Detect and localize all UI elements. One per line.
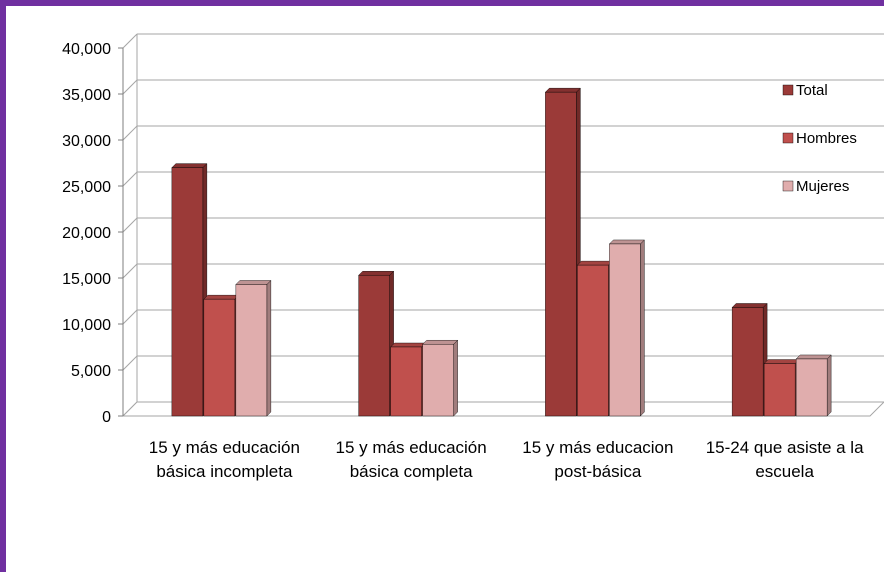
- bar-total: [358, 275, 390, 417]
- bar-hombres: [390, 346, 422, 417]
- bar-chart: 0 5,000 10,000 15,000 20,000 25,000 30,000 35,0…: [62, 33, 884, 481]
- bar-mujeres-side: [453, 339, 458, 417]
- bar-mujeres-side: [266, 279, 272, 417]
- bar-mujeres-top: [422, 340, 459, 345]
- bar-mujeres-side: [640, 239, 645, 417]
- y-tick-label: 30,000: [62, 133, 111, 150]
- legend-label-total: Total: [796, 82, 828, 99]
- legend-label-mujeres: Mujeres: [796, 178, 849, 195]
- category-label: básica completa: [350, 462, 473, 481]
- bar-hombres-top: [763, 359, 800, 364]
- gridline-side: [122, 125, 138, 141]
- bar-mujeres-top: [608, 239, 645, 245]
- category-label: escuela: [755, 462, 814, 481]
- y-tick-label: 20,000: [62, 225, 111, 242]
- y-tick-label: 15,000: [62, 271, 111, 288]
- bar-hombres-top: [203, 294, 240, 300]
- y-tick-label: 10,000: [62, 317, 111, 334]
- bar-mujeres-top: [795, 354, 832, 360]
- legend-swatch-total: [782, 84, 794, 96]
- gridline-side: [122, 309, 138, 325]
- y-tick-label: 35,000: [62, 87, 111, 104]
- bar-total: [731, 307, 764, 417]
- legend-label-hombres: Hombres: [796, 130, 857, 147]
- category-label: post-básica: [554, 462, 641, 481]
- bar-mujeres: [795, 358, 828, 417]
- bar-hombres: [203, 298, 236, 417]
- legend-swatch-hombres: [782, 132, 794, 144]
- bar-hombres: [763, 363, 796, 417]
- bar-total-top: [171, 163, 208, 168]
- category-label: 15 y más educación: [336, 438, 487, 457]
- category-label: 15 y más educación: [149, 438, 300, 457]
- bar-total: [171, 167, 204, 417]
- category-label: 15 y más educacion: [522, 438, 673, 457]
- bar-total: [545, 91, 577, 417]
- bar-mujeres-side: [826, 354, 832, 417]
- bar-total-top: [358, 271, 395, 276]
- bar-hombres-top: [390, 342, 427, 348]
- bar-mujeres: [235, 284, 268, 417]
- gridline-side: [122, 79, 138, 95]
- gridline-side: [122, 355, 138, 371]
- category-label: 15-24 que asiste a la: [706, 438, 864, 457]
- y-tick-label: 5,000: [71, 363, 111, 380]
- bar-mujeres: [609, 243, 641, 417]
- category-label: básica incompleta: [156, 462, 293, 481]
- gridline-side: [122, 217, 138, 233]
- bar-total-top: [544, 87, 581, 93]
- y-tick-label: 0: [102, 409, 111, 426]
- gridline-side: [122, 263, 138, 279]
- bar-mujeres-top: [235, 280, 272, 285]
- bar-mujeres: [422, 344, 454, 417]
- y-tick-label: 40,000: [62, 41, 111, 58]
- gridline-side: [122, 33, 138, 49]
- bar-total-top: [731, 303, 768, 308]
- legend-swatch-mujeres: [782, 180, 794, 192]
- y-tick-label: 25,000: [62, 179, 111, 196]
- bar-hombres: [577, 264, 609, 417]
- bar-hombres-top: [576, 260, 613, 266]
- gridline-side: [122, 171, 138, 187]
